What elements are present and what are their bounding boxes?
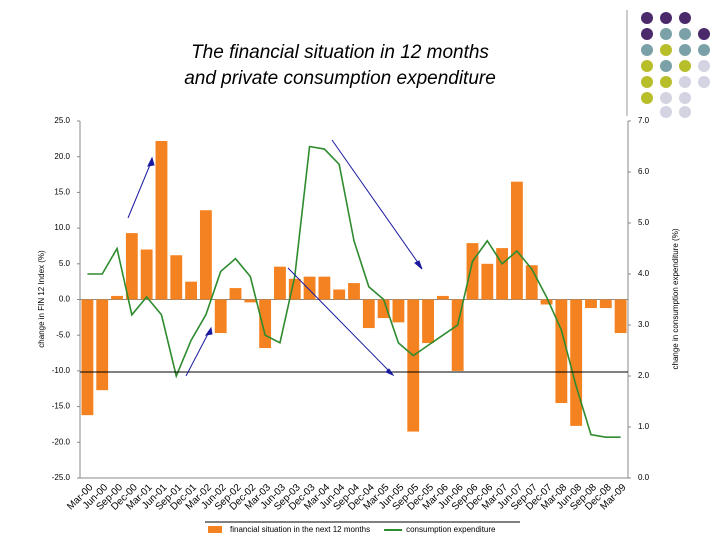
- y-tick-label: 0.0: [59, 295, 71, 304]
- bar: [244, 299, 257, 303]
- bar: [333, 289, 346, 300]
- bar: [111, 295, 123, 300]
- bar: [303, 276, 316, 300]
- bar: [214, 299, 227, 334]
- bar: [288, 278, 301, 300]
- y2-tick-label: 3.0: [638, 320, 650, 329]
- bar: [496, 248, 509, 300]
- bar: [407, 299, 420, 432]
- y-tick-label: 20.0: [54, 152, 70, 161]
- y-tick-label: -15.0: [52, 402, 71, 411]
- bar: [140, 249, 153, 300]
- bar: [259, 299, 272, 349]
- chart-title: and private consumption expenditure: [184, 68, 496, 89]
- y2-tick-label: 6.0: [638, 167, 650, 176]
- line: [87, 145, 621, 439]
- bar: [392, 299, 405, 323]
- bar: [96, 299, 109, 391]
- bar: [525, 265, 538, 300]
- bar: [170, 255, 183, 300]
- y2-tick-label: 5.0: [638, 218, 650, 227]
- bar: [570, 299, 583, 426]
- bar: [185, 281, 198, 300]
- y-axis-label: change in FIN 12 Index (%): [37, 250, 46, 348]
- bar: [599, 299, 612, 309]
- bar: [377, 299, 390, 319]
- bar: [274, 266, 286, 300]
- bar: [585, 299, 597, 309]
- annotation-arrows: [127, 139, 423, 377]
- legend: financial situation in the next 12 month…: [205, 521, 520, 534]
- y2-axis-label: change in consumption expenditure (%): [671, 228, 680, 369]
- legend-label: financial situation in the next 12 month…: [230, 525, 370, 534]
- bar: [466, 243, 479, 300]
- y-tick-label: 5.0: [59, 259, 71, 268]
- bar: [362, 299, 375, 329]
- y-tick-label: 25.0: [54, 116, 70, 125]
- bar: [155, 140, 168, 300]
- y-tick-label: -5.0: [56, 330, 70, 339]
- plot: 25.0 20.0 15.0 10.0 5.0 0.0 -5.0 -10.0 -15.0 -20.…: [52, 116, 650, 513]
- chart-title: The financial situation in 12 months: [191, 42, 489, 63]
- bar: [348, 283, 360, 300]
- y2-tick-label: 2.0: [638, 371, 650, 380]
- y2-tick-label: 7.0: [638, 116, 650, 125]
- y2-tick-label: 0.0: [638, 473, 650, 482]
- y2-tick-label: 4.0: [638, 269, 650, 278]
- bar: [318, 276, 331, 300]
- bar: [422, 299, 434, 344]
- bar: [510, 181, 523, 300]
- y2-tick-label: 1.0: [638, 422, 650, 431]
- y-tick-label: -10.0: [52, 366, 71, 375]
- bar: [614, 299, 627, 334]
- bar: [451, 299, 464, 371]
- y-tick-label: -25.0: [52, 473, 71, 482]
- legend-label: consumption expenditure: [406, 525, 496, 534]
- y-tick-label: -20.0: [52, 437, 71, 446]
- bar: [555, 299, 568, 404]
- y-tick-label: 15.0: [54, 188, 70, 197]
- bar: [481, 263, 494, 300]
- bar: [125, 233, 138, 300]
- decoration-dots: [626, 10, 710, 118]
- bar: [199, 210, 212, 300]
- legend-swatch: [208, 526, 222, 533]
- bar: [81, 299, 94, 416]
- bar: [540, 299, 553, 305]
- bar: [436, 295, 449, 300]
- bar: [229, 288, 242, 300]
- y-tick-label: 10.0: [54, 223, 70, 232]
